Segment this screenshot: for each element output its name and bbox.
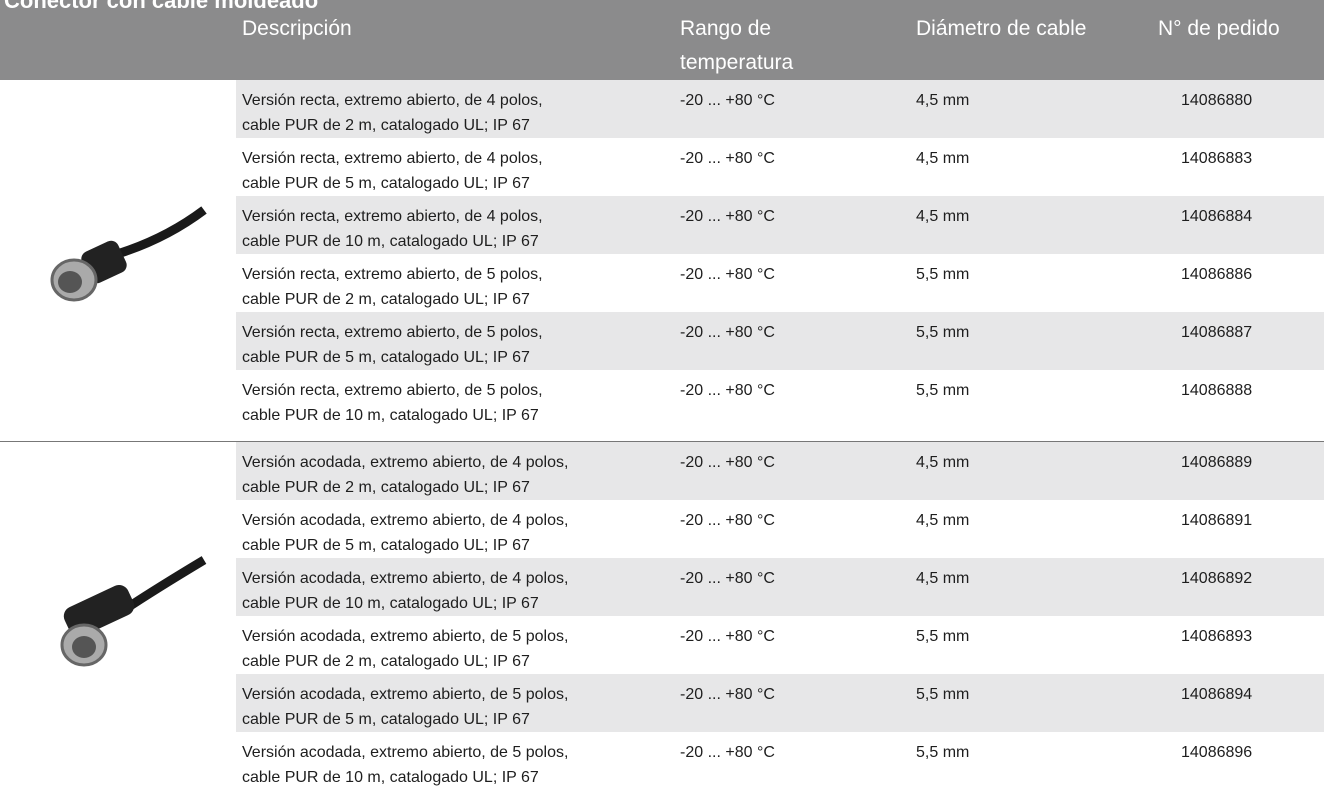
page: Conector con cable moldeado DescripciónR… <box>0 0 1324 800</box>
table-row: Versión recta, extremo abierto, de 5 pol… <box>236 312 1324 370</box>
cable-diameter: 4,5 mm <box>916 204 969 229</box>
description-line: Versión acodada, extremo abierto, de 5 p… <box>242 682 568 707</box>
temperature: -20 ... +80 °C <box>680 146 775 171</box>
temperature: -20 ... +80 °C <box>680 566 775 591</box>
description-line: cable PUR de 10 m, catalogado UL; IP 67 <box>242 229 543 254</box>
description-line: cable PUR de 10 m, catalogado UL; IP 67 <box>242 591 568 616</box>
description: Versión acodada, extremo abierto, de 5 p… <box>242 682 568 732</box>
column-header: N° de pedido <box>1158 12 1280 46</box>
description: Versión acodada, extremo abierto, de 4 p… <box>242 508 568 558</box>
straight-connector-image <box>44 200 214 310</box>
order-number: 14086894 <box>1181 682 1252 707</box>
temperature: -20 ... +80 °C <box>680 740 775 765</box>
description: Versión acodada, extremo abierto, de 5 p… <box>242 624 568 674</box>
description: Versión recta, extremo abierto, de 5 pol… <box>242 320 543 370</box>
description-line: cable PUR de 10 m, catalogado UL; IP 67 <box>242 765 568 790</box>
temperature: -20 ... +80 °C <box>680 378 775 403</box>
table-row: Versión acodada, extremo abierto, de 5 p… <box>236 732 1324 790</box>
temperature: -20 ... +80 °C <box>680 262 775 287</box>
table-row: Versión recta, extremo abierto, de 4 pol… <box>236 80 1324 138</box>
order-number: 14086883 <box>1181 146 1252 171</box>
description-line: cable PUR de 5 m, catalogado UL; IP 67 <box>242 707 568 732</box>
description-line: cable PUR de 2 m, catalogado UL; IP 67 <box>242 475 568 500</box>
temperature: -20 ... +80 °C <box>680 682 775 707</box>
order-number: 14086893 <box>1181 624 1252 649</box>
cable-diameter: 5,5 mm <box>916 624 969 649</box>
description-line: Versión recta, extremo abierto, de 5 pol… <box>242 378 543 403</box>
description-line: cable PUR de 5 m, catalogado UL; IP 67 <box>242 171 543 196</box>
table-row: Versión acodada, extremo abierto, de 4 p… <box>236 442 1324 500</box>
description-line: Versión acodada, extremo abierto, de 4 p… <box>242 508 568 533</box>
description: Versión recta, extremo abierto, de 5 pol… <box>242 378 543 428</box>
description-line: Versión acodada, extremo abierto, de 4 p… <box>242 566 568 591</box>
order-number: 14086891 <box>1181 508 1252 533</box>
cable-diameter: 4,5 mm <box>916 566 969 591</box>
temperature: -20 ... +80 °C <box>680 204 775 229</box>
description: Versión recta, extremo abierto, de 4 pol… <box>242 88 543 138</box>
cable-diameter: 4,5 mm <box>916 508 969 533</box>
description-line: Versión recta, extremo abierto, de 4 pol… <box>242 204 543 229</box>
temperature: -20 ... +80 °C <box>680 320 775 345</box>
order-number: 14086889 <box>1181 450 1252 475</box>
description-line: cable PUR de 5 m, catalogado UL; IP 67 <box>242 533 568 558</box>
description: Versión recta, extremo abierto, de 5 pol… <box>242 262 543 312</box>
cable-diameter: 5,5 mm <box>916 262 969 287</box>
cable-diameter: 4,5 mm <box>916 450 969 475</box>
table-row: Versión recta, extremo abierto, de 5 pol… <box>236 254 1324 312</box>
table-row: Versión recta, extremo abierto, de 4 pol… <box>236 138 1324 196</box>
description-line: Versión recta, extremo abierto, de 4 pol… <box>242 146 543 171</box>
temperature: -20 ... +80 °C <box>680 624 775 649</box>
description-line: Versión recta, extremo abierto, de 5 pol… <box>242 262 543 287</box>
description-line: cable PUR de 5 m, catalogado UL; IP 67 <box>242 345 543 370</box>
column-header-line: temperatura <box>680 46 793 80</box>
cable-diameter: 5,5 mm <box>916 740 969 765</box>
table-row: Versión acodada, extremo abierto, de 4 p… <box>236 558 1324 616</box>
cable-diameter: 4,5 mm <box>916 88 969 113</box>
order-number: 14086896 <box>1181 740 1252 765</box>
order-number: 14086886 <box>1181 262 1252 287</box>
description: Versión acodada, extremo abierto, de 4 p… <box>242 566 568 616</box>
description: Versión recta, extremo abierto, de 4 pol… <box>242 204 543 254</box>
column-header: Diámetro de cable <box>916 12 1086 46</box>
description-line: cable PUR de 2 m, catalogado UL; IP 67 <box>242 649 568 674</box>
column-header: Descripción <box>242 12 352 46</box>
temperature: -20 ... +80 °C <box>680 88 775 113</box>
description-line: Versión acodada, extremo abierto, de 5 p… <box>242 740 568 765</box>
description-line: Versión acodada, extremo abierto, de 4 p… <box>242 450 568 475</box>
description: Versión recta, extremo abierto, de 4 pol… <box>242 146 543 196</box>
table-row: Versión acodada, extremo abierto, de 5 p… <box>236 616 1324 674</box>
cable-diameter: 5,5 mm <box>916 378 969 403</box>
column-header-line: Rango de <box>680 12 793 46</box>
description-line: cable PUR de 2 m, catalogado UL; IP 67 <box>242 113 543 138</box>
column-header-line: N° de pedido <box>1158 12 1280 46</box>
temperature: -20 ... +80 °C <box>680 450 775 475</box>
order-number: 14086880 <box>1181 88 1252 113</box>
order-number: 14086888 <box>1181 378 1252 403</box>
temperature: -20 ... +80 °C <box>680 508 775 533</box>
order-number: 14086892 <box>1181 566 1252 591</box>
table-row: Versión recta, extremo abierto, de 5 pol… <box>236 370 1324 428</box>
column-header-line: Descripción <box>242 12 352 46</box>
order-number: 14086887 <box>1181 320 1252 345</box>
cable-diameter: 5,5 mm <box>916 320 969 345</box>
description-line: Versión recta, extremo abierto, de 4 pol… <box>242 88 543 113</box>
description: Versión acodada, extremo abierto, de 5 p… <box>242 740 568 790</box>
column-header-line: Diámetro de cable <box>916 12 1086 46</box>
table-row: Versión acodada, extremo abierto, de 4 p… <box>236 500 1324 558</box>
cable-diameter: 4,5 mm <box>916 146 969 171</box>
description: Versión acodada, extremo abierto, de 4 p… <box>242 450 568 500</box>
table-row: Versión acodada, extremo abierto, de 5 p… <box>236 674 1324 732</box>
angled-connector-image <box>44 550 214 680</box>
cable-diameter: 5,5 mm <box>916 682 969 707</box>
description-line: Versión recta, extremo abierto, de 5 pol… <box>242 320 543 345</box>
description-line: cable PUR de 10 m, catalogado UL; IP 67 <box>242 403 543 428</box>
order-number: 14086884 <box>1181 204 1252 229</box>
description-line: Versión acodada, extremo abierto, de 5 p… <box>242 624 568 649</box>
description-line: cable PUR de 2 m, catalogado UL; IP 67 <box>242 287 543 312</box>
table-row: Versión recta, extremo abierto, de 4 pol… <box>236 196 1324 254</box>
